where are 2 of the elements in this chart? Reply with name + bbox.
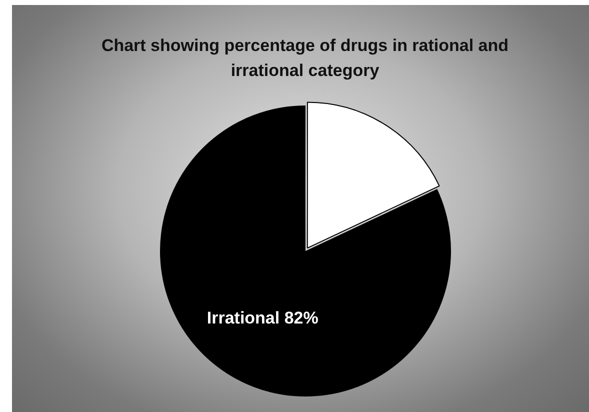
slice-label: Irrational 82% bbox=[206, 308, 318, 328]
chart-title: Chart showing percentage of drugs in rational and irrational category bbox=[100, 35, 510, 82]
